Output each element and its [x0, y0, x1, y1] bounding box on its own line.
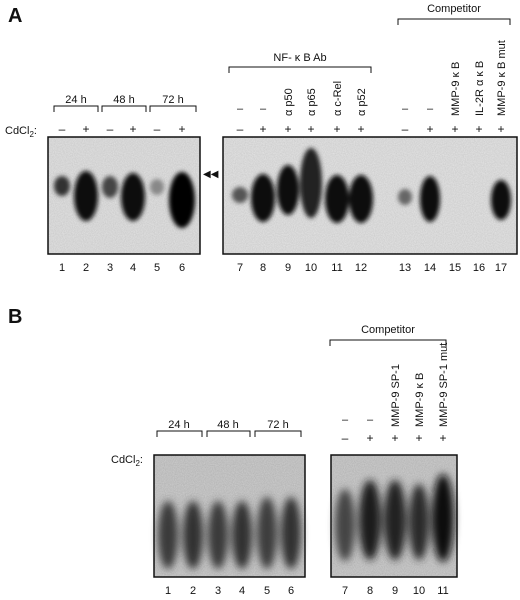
b-lane-number-5: 5 [264, 585, 270, 597]
panel-b-time-brackets: 24 h 48 h 72 h [156, 419, 302, 437]
panel-a-right-signs: – + + + + + – + + + + [237, 122, 505, 136]
b-lane-number-2: 2 [190, 585, 196, 597]
b-lane-number-4: 4 [239, 585, 245, 597]
panel-a-right-lane-numbers: 7 8 9 10 11 12 13 14 15 16 17 [237, 262, 507, 274]
a-lane-number-r-3: 9 [285, 262, 291, 274]
a-right-sign-3: + [284, 122, 291, 136]
a-lane-number-3: 3 [107, 262, 113, 274]
a-lane-label-4: α p65 [306, 88, 318, 116]
b-lane-label-4: MMP-9 κ B [414, 373, 426, 427]
a-right-sign-5: + [333, 122, 340, 136]
a-lane-number-r-8: 14 [424, 262, 436, 274]
a-right-sign-2: + [259, 122, 266, 136]
panel-b-gel-right [330, 454, 458, 578]
a-lane-number-r-6: 12 [355, 262, 367, 274]
a-right-sign-7: – [402, 122, 409, 136]
b-lane-label-2: – [367, 414, 374, 426]
b-lane-label-1: – [342, 414, 349, 426]
a-right-sign-8: + [426, 122, 433, 136]
panel-b-right-lane-numbers: 7 8 9 10 11 [342, 585, 449, 597]
a-lane-number-r-1: 7 [237, 262, 243, 274]
b-right-sign-2: + [366, 431, 373, 445]
a-lane-number-r-9: 15 [449, 262, 461, 274]
a-lane-number-2: 2 [83, 262, 89, 274]
a-lane-number-r-4: 10 [305, 262, 317, 274]
a-lane-number-r-11: 17 [495, 262, 507, 274]
panel-a-competitor-label: Competitor [427, 3, 481, 15]
a-left-sign-3: – [107, 122, 114, 136]
b-right-sign-1: – [342, 431, 349, 445]
panel-a-left-signs: – + – + – + [59, 122, 186, 136]
a-right-sign-9: + [451, 122, 458, 136]
panel-b-left-lane-numbers: 1 2 3 4 5 6 [165, 585, 294, 597]
a-lane-label-8: – [427, 103, 434, 115]
a-lane-label-3: α p50 [283, 88, 295, 116]
a-right-sign-10: + [475, 122, 482, 136]
panel-b-lane-labels: – – MMP-9 SP-1 MMP-9 κ B MMP-9 SP-1 mut [342, 343, 450, 427]
panel-a-time-brackets: 24 h 48 h 72 h [53, 94, 197, 112]
a-left-sign-2: + [82, 122, 89, 136]
b-lane-label-3: MMP-9 SP-1 [390, 364, 402, 427]
b-lane-number-6: 6 [288, 585, 294, 597]
b-time-label-72h: 72 h [267, 419, 288, 431]
b-right-sign-5: + [439, 431, 446, 445]
a-left-sign-5: – [154, 122, 161, 136]
a-right-sign-6: + [357, 122, 364, 136]
b-lane-number-r-1: 7 [342, 585, 348, 597]
b-time-label-24h: 24 h [168, 419, 189, 431]
a-lane-number-5: 5 [154, 262, 160, 274]
panel-a-gel-left [47, 136, 201, 255]
a-lane-label-7: – [402, 103, 409, 115]
panel-b-competitor-label: Competitor [361, 324, 415, 336]
b-lane-number-r-2: 8 [367, 585, 373, 597]
time-label-72h: 72 h [162, 94, 183, 106]
panel-a-cdcl2-label: CdCl2: [5, 125, 37, 139]
a-lane-label-11: MMP-9 κ B mut [496, 40, 508, 116]
panel-a-left-lane-numbers: 1 2 3 4 5 6 [59, 262, 185, 274]
b-time-label-48h: 48 h [217, 419, 238, 431]
b-right-sign-4: + [415, 431, 422, 445]
a-lane-number-1: 1 [59, 262, 65, 274]
panel-b-gel-left [153, 454, 306, 578]
a-lane-number-r-7: 13 [399, 262, 411, 274]
a-lane-number-4: 4 [130, 262, 136, 274]
a-lane-label-10: IL-2R α κ B [474, 61, 486, 116]
b-lane-number-r-3: 9 [392, 585, 398, 597]
panel-b-letter: B [8, 306, 22, 328]
b-lane-number-3: 3 [215, 585, 221, 597]
a-lane-label-1: – [237, 103, 244, 115]
a-lane-label-9: MMP-9 κ B [450, 62, 462, 116]
a-right-sign-4: + [307, 122, 314, 136]
b-lane-number-1: 1 [165, 585, 171, 597]
a-left-sign-4: + [129, 122, 136, 136]
a-left-sign-1: – [59, 122, 66, 136]
panel-a-gel-right [222, 136, 518, 255]
panel-a-lane-labels: – – α p50 α p65 α c-Rel α p52 – – MMP-9 κ B IL-2R… [237, 40, 508, 116]
a-lane-number-r-2: 8 [260, 262, 266, 274]
a-lane-number-6: 6 [179, 262, 185, 274]
b-right-sign-3: + [391, 431, 398, 445]
panel-b-right-signs: – + + + + [342, 431, 447, 445]
time-label-24h: 24 h [65, 94, 86, 106]
a-lane-label-6: α p52 [356, 88, 368, 116]
panel-a-letter: A [8, 5, 22, 27]
a-lane-number-r-10: 16 [473, 262, 485, 274]
b-lane-label-5: MMP-9 SP-1 mut [438, 343, 450, 427]
panel-a-antibody-label: NF- κ B Ab [273, 52, 326, 64]
a-right-sign-11: + [497, 122, 504, 136]
panel-b-competitor-bracket: Competitor [329, 324, 447, 346]
time-label-48h: 48 h [113, 94, 134, 106]
a-left-sign-6: + [178, 122, 185, 136]
a-right-sign-1: – [237, 122, 244, 136]
a-lane-number-r-5: 11 [331, 262, 342, 274]
b-lane-number-r-4: 10 [413, 585, 425, 597]
band-arrowheads: ◀◀ [203, 169, 219, 180]
panel-a-antibody-bracket: NF- κ B Ab [228, 52, 372, 73]
panel-a-competitor-bracket: Competitor [397, 3, 511, 25]
a-lane-label-2: – [260, 103, 267, 115]
b-lane-number-r-5: 11 [437, 585, 448, 597]
panel-b-cdcl2-label: CdCl2: [111, 454, 143, 468]
a-lane-label-5: α c-Rel [332, 81, 344, 116]
